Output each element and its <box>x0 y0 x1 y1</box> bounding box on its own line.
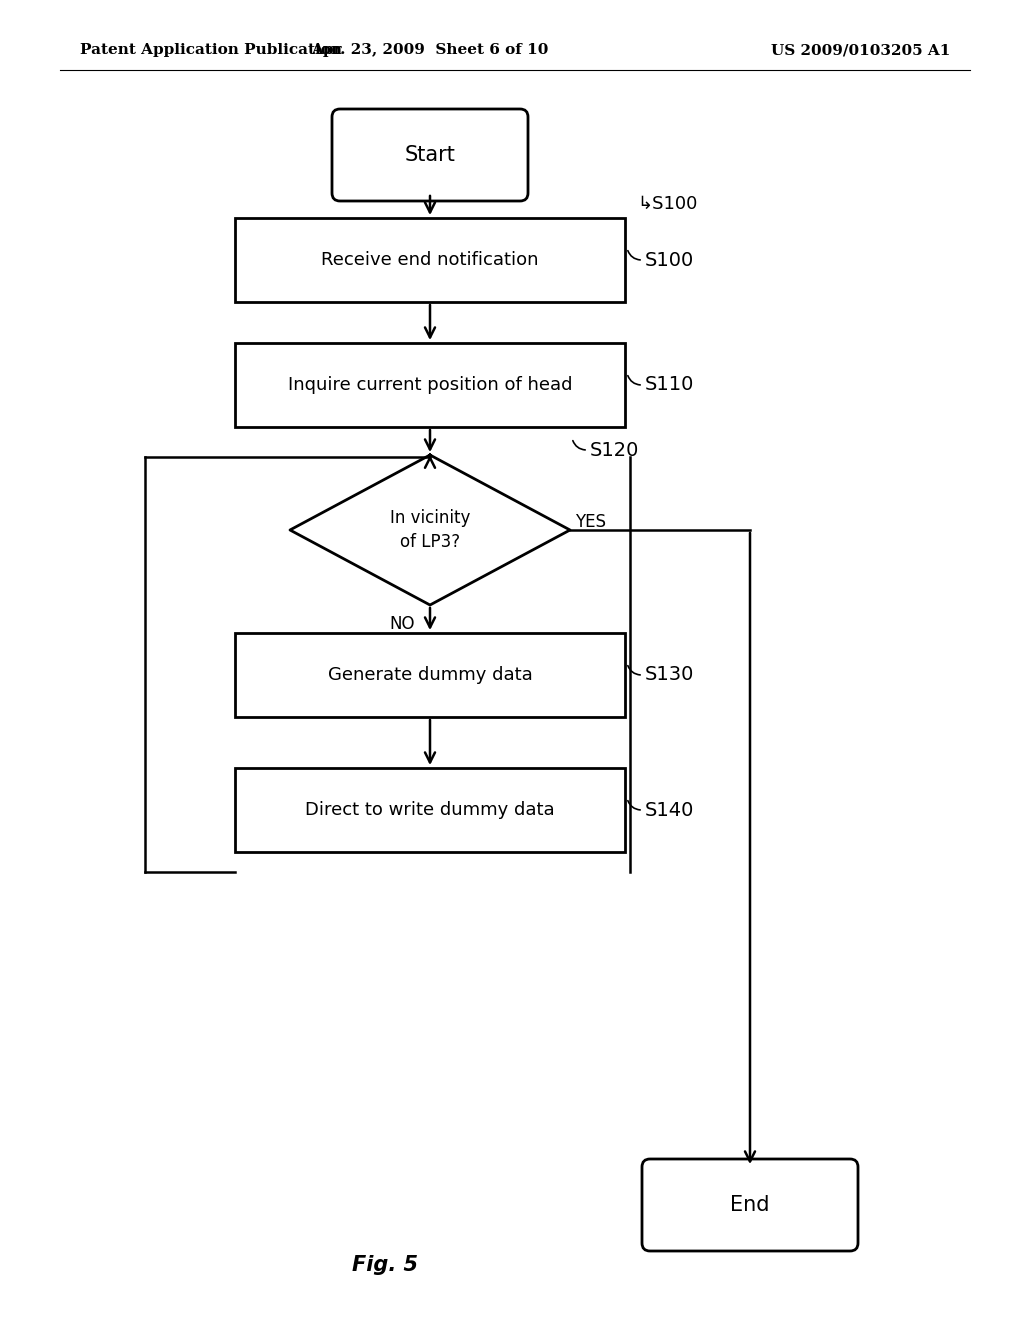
Text: Inquire current position of head: Inquire current position of head <box>288 376 572 393</box>
Text: Start: Start <box>404 145 456 165</box>
Polygon shape <box>290 455 570 605</box>
Bar <box>234 768 625 851</box>
Bar <box>234 218 625 302</box>
Text: S110: S110 <box>645 375 694 395</box>
Text: Fig. 5: Fig. 5 <box>352 1255 418 1275</box>
FancyBboxPatch shape <box>642 1159 858 1251</box>
Text: ↳S100: ↳S100 <box>637 195 697 213</box>
Text: Patent Application Publication: Patent Application Publication <box>80 44 342 57</box>
Text: In vicinity
of LP3?: In vicinity of LP3? <box>390 510 470 550</box>
Text: Apr. 23, 2009  Sheet 6 of 10: Apr. 23, 2009 Sheet 6 of 10 <box>311 44 549 57</box>
Text: Generate dummy data: Generate dummy data <box>328 667 532 684</box>
Text: S140: S140 <box>645 800 694 820</box>
Text: US 2009/0103205 A1: US 2009/0103205 A1 <box>771 44 950 57</box>
Text: Receive end notification: Receive end notification <box>322 251 539 269</box>
Text: S120: S120 <box>590 441 639 459</box>
Text: End: End <box>730 1195 770 1214</box>
Text: Direct to write dummy data: Direct to write dummy data <box>305 801 555 818</box>
Bar <box>234 634 625 717</box>
Bar <box>234 343 625 426</box>
Text: YES: YES <box>575 513 606 531</box>
Text: NO: NO <box>389 615 415 634</box>
FancyBboxPatch shape <box>332 110 528 201</box>
Text: S100: S100 <box>645 251 694 269</box>
Text: S130: S130 <box>645 665 694 685</box>
